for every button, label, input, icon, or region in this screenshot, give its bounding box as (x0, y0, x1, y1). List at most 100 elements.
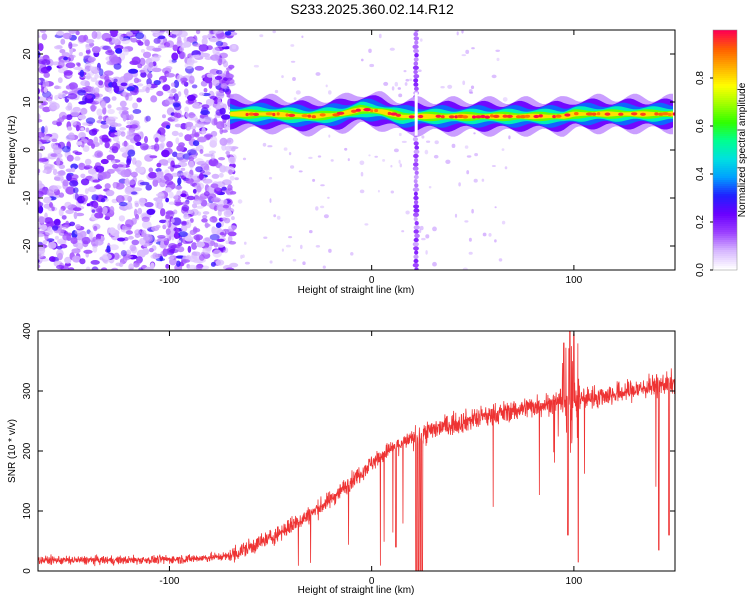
noise-speck (425, 234, 430, 239)
noise-speck (469, 91, 474, 94)
signal-hotspot (390, 112, 398, 116)
colorbar-cell (713, 142, 737, 145)
signal-hotspot (245, 112, 249, 117)
noise-blob (132, 157, 137, 165)
noise-blob (184, 106, 190, 113)
colorbar-cell (713, 242, 737, 245)
noise-blob (94, 87, 100, 94)
colorbar-cell (713, 258, 737, 261)
colorbar-cell (713, 138, 737, 141)
noise-blob (142, 247, 150, 255)
colorbar-cell (713, 200, 737, 203)
noise-blob (71, 174, 79, 180)
noise-blob (112, 182, 117, 189)
noise-blob (80, 107, 88, 115)
noise-blob (215, 69, 223, 75)
noise-blob (215, 222, 222, 228)
noise-blob (118, 201, 128, 207)
noise-speck (494, 206, 497, 209)
signal-hotspot (448, 115, 455, 119)
noise-blob (212, 46, 220, 55)
streak-blob (413, 191, 418, 196)
noise-blob (38, 34, 41, 39)
noise-blob (201, 218, 208, 223)
noise-blob (56, 238, 67, 245)
noise-speck (473, 178, 478, 183)
noise-blob (127, 179, 136, 186)
noise-blob (111, 142, 121, 151)
noise-blob (164, 98, 174, 105)
signal-hotspot (564, 113, 571, 117)
noise-blob (193, 101, 200, 107)
signal-hotspot (524, 114, 531, 118)
noise-speck (428, 186, 432, 189)
noise-blob (225, 73, 235, 79)
signal-hotspot (591, 112, 597, 116)
noise-speck (408, 78, 413, 82)
noise-blob (87, 186, 97, 193)
noise-blob (65, 173, 72, 181)
noise-blob (49, 256, 56, 262)
noise-blob (79, 69, 85, 78)
streak-blob (413, 225, 420, 230)
signal-hotspot (319, 113, 326, 117)
noise-blob (44, 233, 49, 241)
noise-blob (73, 66, 83, 71)
colorbar-cell (713, 78, 737, 81)
streak-blob (412, 263, 419, 268)
noise-speck (465, 49, 470, 55)
noise-blob (148, 62, 154, 68)
noise-blob (209, 216, 218, 223)
colorbar-cell (713, 176, 737, 179)
noise-blob (206, 98, 215, 105)
noise-blob (48, 241, 57, 249)
noise-blob (70, 108, 80, 117)
noise-blob (49, 202, 53, 208)
noise-blob (53, 218, 61, 226)
colorbar-cell (713, 118, 737, 121)
signal-hotspot (484, 115, 490, 119)
noise-blob (199, 149, 204, 154)
signal-hotspot (408, 115, 415, 119)
noise-blob (145, 184, 152, 191)
colorbar-cell (713, 190, 737, 193)
noise-blob (176, 260, 181, 267)
noise-speck (234, 177, 239, 181)
noise-blob (38, 172, 40, 176)
noise-blob (71, 248, 81, 254)
noise-blob (131, 191, 138, 195)
noise-blob (155, 31, 160, 38)
noise-speck (237, 199, 243, 204)
noise-speck (398, 93, 403, 98)
noise-blob (187, 94, 196, 101)
noise-speck (274, 89, 279, 94)
noise-blob (134, 229, 142, 236)
noise-blob (56, 264, 65, 270)
noise-blob (112, 163, 119, 169)
noise-blob (168, 256, 175, 260)
noise-blob (68, 30, 77, 34)
noise-speck (290, 165, 295, 169)
noise-speck (288, 236, 293, 239)
noise-blob (77, 240, 83, 247)
noise-speck (405, 210, 410, 215)
noise-blob (141, 216, 150, 222)
noise-blob (216, 57, 227, 65)
colorbar-cell (713, 260, 737, 263)
noise-blob (191, 242, 198, 250)
noise-blob (157, 197, 163, 203)
noise-blob (117, 237, 126, 242)
noise-blob (154, 137, 159, 143)
snr-panel: -100 0 100 0 100 200 300 400 Height of straight… (7, 322, 676, 596)
signal-hotspot (307, 114, 312, 118)
streak-blob (414, 170, 419, 175)
noise-blob (82, 95, 88, 103)
noise-blob (216, 121, 225, 130)
noise-blob (61, 215, 67, 220)
noise-blob (57, 92, 66, 99)
noise-blob (181, 259, 190, 263)
noise-blob (159, 219, 167, 224)
colorbar-tick-label: 0.0 (695, 263, 706, 277)
noise-blob (152, 252, 158, 260)
